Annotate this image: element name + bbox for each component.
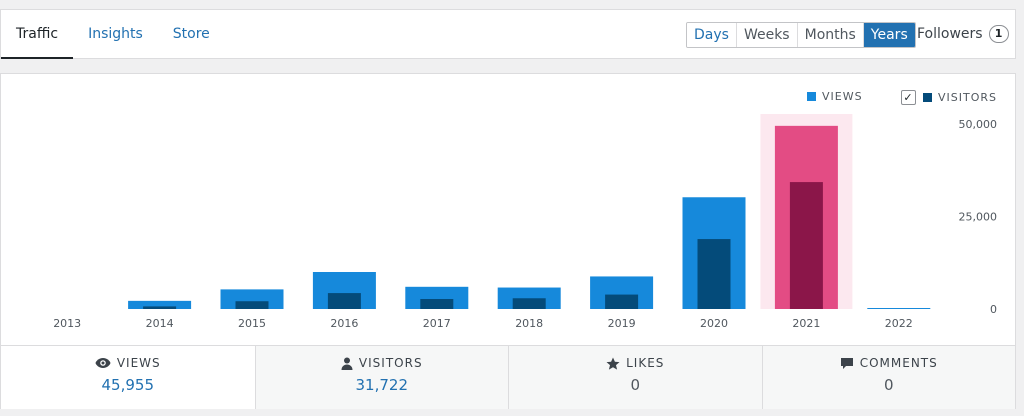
visitors-checkbox[interactable]: ✓ [901, 90, 916, 105]
period-years[interactable]: Years [862, 23, 915, 47]
visitors-bar-2018 [512, 298, 546, 309]
x-tick-2013: 2013 [53, 317, 81, 330]
visitors-bar-2020 [697, 239, 731, 309]
bar-chart: 2013 2014 2015 2016 2017 2018 2019 2020 2021 2022… [53, 114, 998, 330]
summary-tab-visitors[interactable]: VISITORS 31,722 [254, 346, 508, 409]
period-months[interactable]: Months [796, 23, 863, 47]
x-tick-2019: 2019 [608, 317, 636, 330]
y-tick-0: 0 [990, 303, 997, 316]
legend-visitors[interactable]: ✓ VISITORS [901, 90, 997, 105]
x-tick-2022: 2022 [885, 317, 913, 330]
views-swatch [807, 92, 816, 101]
visitors-bar-2019 [605, 294, 639, 309]
followers-count-badge: 1 [988, 25, 1009, 43]
visitors-total: 31,722 [355, 376, 409, 394]
likes-total: 0 [630, 376, 641, 394]
x-tick-2021: 2021 [792, 317, 820, 330]
tab-insights[interactable]: Insights [88, 26, 143, 42]
views-label: VIEWS [116, 356, 161, 370]
visitors-swatch [923, 93, 932, 102]
followers-link[interactable]: Followers 1 [917, 25, 1009, 43]
legend-visitors-label: VISITORS [938, 91, 997, 104]
likes-label: LIKES [626, 356, 665, 370]
x-tick-2017: 2017 [423, 317, 451, 330]
comments-label: COMMENTS [859, 356, 938, 370]
x-tick-2020: 2020 [700, 317, 728, 330]
visitors-label: VISITORS [358, 356, 423, 370]
summary-tab-comments[interactable]: COMMENTS 0 [761, 346, 1015, 409]
x-tick-2016: 2016 [330, 317, 358, 330]
eye-icon [95, 358, 111, 368]
views-total: 45,955 [101, 376, 155, 394]
y-tick-25,000: 25,000 [959, 211, 998, 224]
followers-label: Followers [917, 26, 983, 42]
visitors-bar-2016 [327, 293, 361, 309]
summary-tabs: VIEWS 45,955 VISITORS 31,722 LIKES 0 COM… [1, 345, 1015, 409]
comments-total: 0 [883, 376, 894, 394]
comment-icon [840, 357, 853, 369]
period-selector: Days Weeks Months Years [686, 22, 916, 48]
tab-store[interactable]: Store [172, 26, 210, 42]
visitors-bar-2015 [235, 301, 269, 309]
tab-traffic[interactable]: Traffic [1, 10, 74, 59]
section-tabs: Traffic Insights Store [1, 10, 225, 59]
stats-navigation: Traffic Insights Store Days Weeks Months… [0, 9, 1016, 59]
visitors-bar-2021 [789, 182, 823, 309]
summary-tab-views[interactable]: VIEWS 45,955 [1, 346, 255, 409]
y-tick-50,000: 50,000 [959, 118, 998, 131]
period-weeks[interactable]: Weeks [735, 23, 797, 47]
x-tick-2014: 2014 [146, 317, 174, 330]
legend-views-label: VIEWS [822, 90, 863, 103]
x-tick-2015: 2015 [238, 317, 266, 330]
views-bar-2022 [867, 308, 931, 309]
views-bar-2014 [128, 300, 192, 309]
visitors-bar-2017 [420, 299, 454, 309]
person-icon [341, 357, 353, 370]
star-icon [606, 357, 620, 370]
period-days[interactable]: Days [687, 23, 736, 47]
legend-views: VIEWS [807, 90, 863, 103]
visitors-bar-2014 [143, 306, 177, 309]
x-tick-2018: 2018 [515, 317, 543, 330]
summary-tab-likes[interactable]: LIKES 0 [508, 346, 762, 409]
stats-chart-card: 2013 2014 2015 2016 2017 2018 2019 2020 2021 2022… [0, 73, 1016, 409]
